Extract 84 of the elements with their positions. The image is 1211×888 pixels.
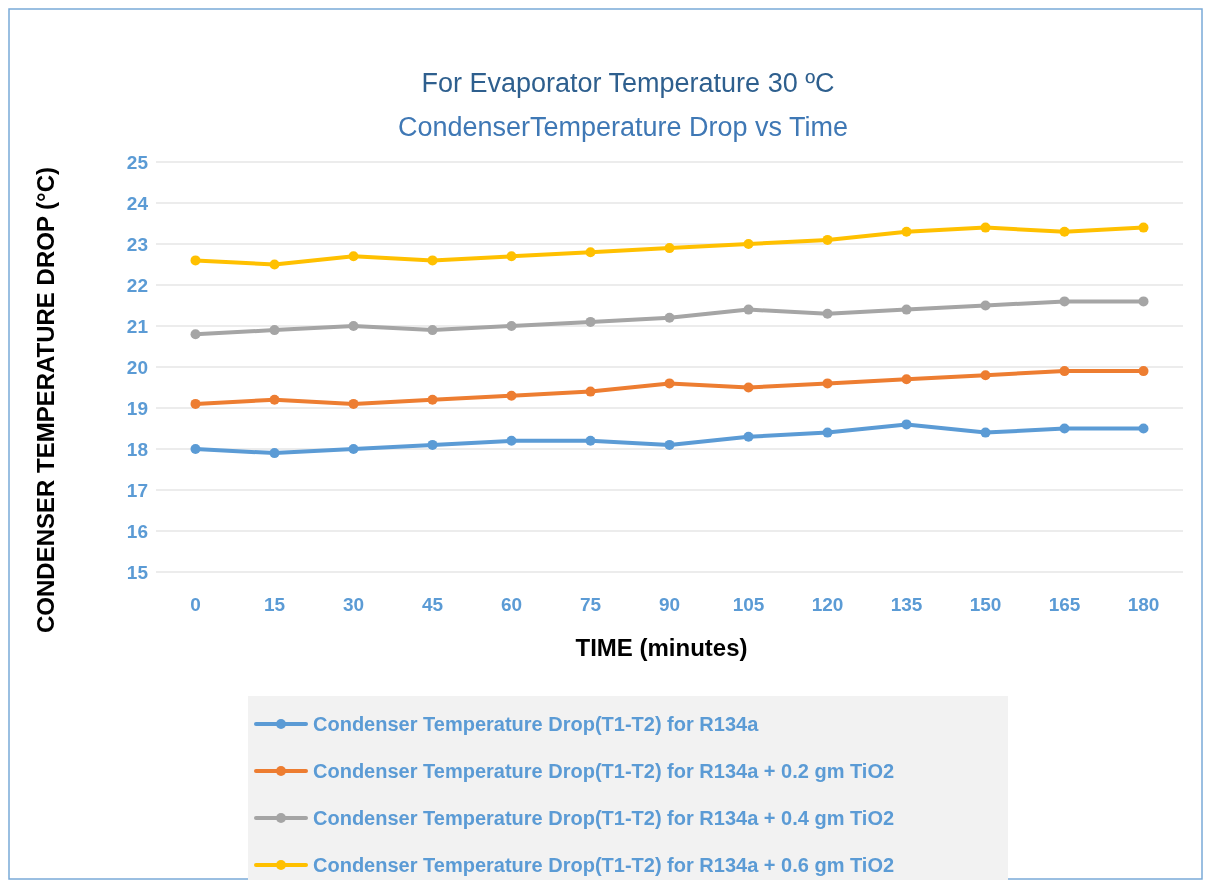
point [506,435,517,446]
y-tick-label: 22 [126,274,148,296]
y-tick-label: 16 [126,520,148,542]
point [743,382,754,393]
point [1138,423,1149,434]
x-tick-label: 60 [500,594,523,615]
point [269,448,280,459]
point [1059,226,1070,237]
point [585,435,596,446]
chart-title: For Evaporator Temperature 30 ºC [421,68,835,98]
point [190,255,201,266]
point [190,398,201,409]
x-axis-title: TIME (minutes) [575,634,748,661]
point [743,239,754,249]
x-tick-label: 75 [579,594,602,615]
y-tick-label: 17 [126,479,148,501]
point [980,427,991,438]
point [427,394,438,405]
point [427,439,438,450]
point [1059,296,1070,307]
x-tick-label: 180 [1127,594,1160,615]
y-tick-label: 21 [126,315,149,337]
x-tick-label: 135 [890,594,923,615]
x-tick-label: 15 [263,594,286,615]
y-tick-label: 18 [126,438,148,460]
point [822,234,833,245]
point [822,308,833,319]
legend-label: Condenser Temperature Drop(T1-T2) for R134a + 0.4 gm TiO2 [313,807,895,829]
point [1059,366,1070,377]
y-tick-label: 24 [126,192,149,214]
point [506,251,517,262]
point [664,312,675,323]
point [1138,222,1149,233]
point [664,378,675,389]
y-tick-label: 23 [126,233,148,255]
point [664,243,675,254]
point [348,398,359,409]
x-tick-label: 120 [811,594,844,615]
point [743,431,754,442]
point [822,427,833,438]
point [822,378,833,389]
x-tick-label: 165 [1048,594,1081,615]
legend-label: Condenser Temperature Drop(T1-T2) for R134a + 0.6 gm TiO2 [313,854,895,876]
point [427,325,438,336]
chart-subtitle: CondenserTemperature Drop vs Time [397,112,849,142]
point [348,321,359,331]
point [427,255,438,266]
x-tick-label: 30 [342,594,365,615]
point [980,300,991,311]
point [506,321,517,331]
legend-label: Condenser Temperature Drop(T1-T2) for R134a [313,713,760,735]
point [901,226,912,237]
point [980,222,991,233]
point [585,247,596,258]
y-tick-label: 20 [126,356,148,378]
x-tick-label: 0 [190,594,201,615]
legend-label: Condenser Temperature Drop(T1-T2) for R134a + 0.2 gm TiO2 [313,760,895,782]
point [190,444,201,454]
point [901,374,912,385]
point [901,419,912,430]
x-tick-label: 90 [658,594,681,615]
point [1138,366,1149,377]
y-axis-title: CONDENSER TEMPERATURE DROP (°C) [32,166,59,634]
y-tick-label: 19 [126,397,148,419]
point [585,316,596,327]
point [743,304,754,315]
point [269,394,280,405]
y-tick-label: 25 [126,151,149,173]
x-tick-label: 150 [969,594,1002,615]
point [269,325,280,336]
point [506,390,517,401]
x-tick-label: 105 [732,594,765,615]
point [901,304,912,315]
point [980,370,991,381]
y-tick-label: 15 [126,561,149,583]
x-tick-label: 45 [421,594,444,615]
point [585,386,596,397]
point [269,259,280,270]
point [664,439,675,450]
point [348,251,359,262]
point [190,329,201,340]
point [348,444,359,454]
point [1138,296,1149,307]
point [1059,423,1070,434]
